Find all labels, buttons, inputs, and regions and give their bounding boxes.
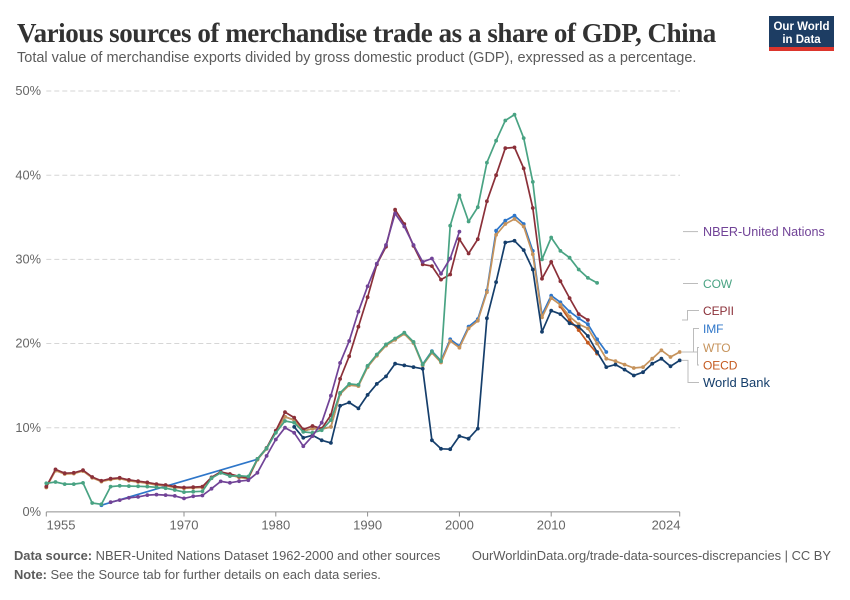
svg-text:1990: 1990 <box>353 518 382 533</box>
svg-text:IMF: IMF <box>703 322 723 336</box>
svg-text:World Bank: World Bank <box>703 375 770 390</box>
svg-text:10%: 10% <box>15 420 41 435</box>
svg-text:COW: COW <box>703 277 733 291</box>
svg-text:OECD: OECD <box>703 359 738 373</box>
svg-text:1970: 1970 <box>170 518 199 533</box>
svg-text:1955: 1955 <box>47 518 76 533</box>
svg-text:2024: 2024 <box>652 518 681 533</box>
svg-text:CEPII: CEPII <box>703 304 734 318</box>
svg-text:0%: 0% <box>23 504 42 519</box>
svg-text:2000: 2000 <box>445 518 474 533</box>
svg-text:2010: 2010 <box>537 518 566 533</box>
svg-text:WTO: WTO <box>703 341 730 355</box>
svg-text:30%: 30% <box>15 252 41 267</box>
svg-text:1980: 1980 <box>261 518 290 533</box>
svg-text:NBER-United Nations: NBER-United Nations <box>703 225 825 239</box>
svg-text:50%: 50% <box>15 83 41 98</box>
svg-text:40%: 40% <box>15 167 41 182</box>
svg-text:20%: 20% <box>15 336 41 351</box>
